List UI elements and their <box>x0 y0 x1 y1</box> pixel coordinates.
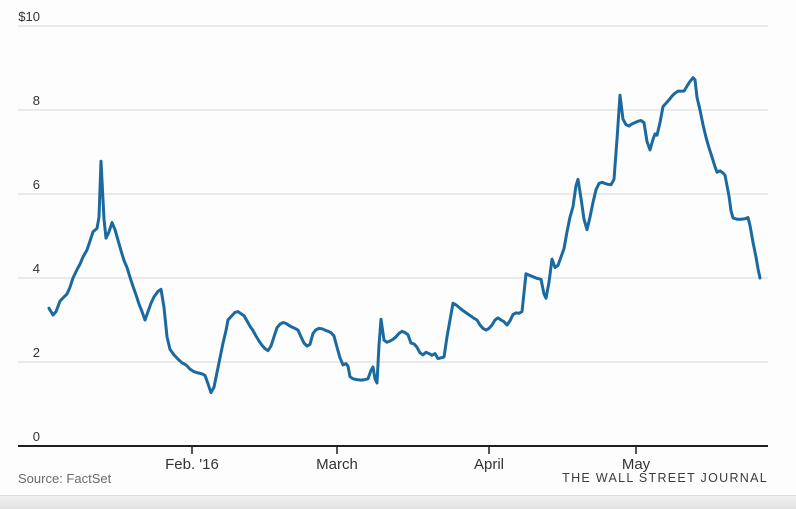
y-axis-label-4: 4 <box>33 261 40 276</box>
x-axis-label: March <box>316 456 358 473</box>
price-line <box>47 76 762 395</box>
y-axis-label-2: 2 <box>33 345 40 360</box>
y-axis-label-10: $10 <box>18 9 40 24</box>
x-axis-label: Feb. '16 <box>165 456 219 473</box>
x-axis-label: April <box>474 456 504 473</box>
y-axis-label-0: 0 <box>33 429 40 444</box>
bottom-band <box>0 495 796 509</box>
source-note: Source: FactSet <box>18 471 112 486</box>
y-axis-label-8: 8 <box>33 93 40 108</box>
footer-row: Source: FactSet THE WALL STREET JOURNAL <box>18 471 768 491</box>
y-axis-label-6: 6 <box>33 177 40 192</box>
x-axis-label: May <box>622 456 651 473</box>
wsj-brand: THE WALL STREET JOURNAL <box>562 471 768 485</box>
